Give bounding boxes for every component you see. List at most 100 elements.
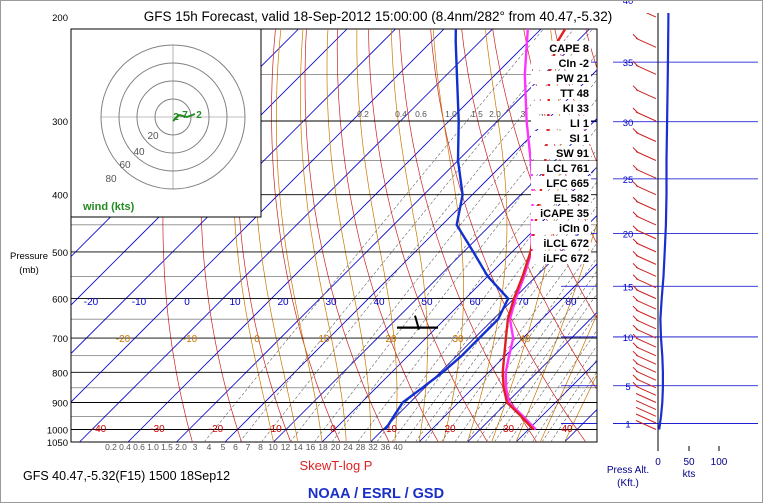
index-bg xyxy=(531,71,591,84)
wind-barb xyxy=(635,346,657,357)
isotherm-line xyxy=(418,263,597,442)
wind-barb-flag xyxy=(632,181,639,188)
virtual-temperature-trace xyxy=(504,29,537,431)
index-row: SI 1 xyxy=(531,131,591,145)
wind-barb xyxy=(635,200,657,211)
mixing-ratio-label: 28 xyxy=(356,442,366,452)
wind-barb-flag xyxy=(632,262,639,269)
hodograph-trace xyxy=(172,113,196,122)
hodograph-ring-label: 80 xyxy=(105,174,117,185)
wind-barb-flag xyxy=(632,85,639,92)
parcel-level-tick xyxy=(414,315,420,330)
index-bg xyxy=(531,236,591,249)
wind-barb xyxy=(635,362,657,373)
wind-barb xyxy=(635,299,657,310)
dry-adiabat-line xyxy=(304,29,390,442)
index-bg xyxy=(531,86,591,99)
wind-barb xyxy=(635,254,657,265)
mixing-ratio-label: 3 xyxy=(193,442,198,452)
isotherm-line xyxy=(176,29,591,442)
mixing-ratio-label: 1.0 xyxy=(445,109,457,119)
wind-barb xyxy=(635,370,657,381)
isotherm-line xyxy=(613,1,762,442)
dewpoint-trace xyxy=(384,29,510,431)
index-ki: KI 33 xyxy=(563,103,589,115)
footer-skewt-label: SkewT-log P xyxy=(300,458,373,473)
press-alt-label: Press Alt. xyxy=(607,465,649,476)
mixing-ratio-label: 8 xyxy=(258,442,263,452)
wind-barb xyxy=(645,13,657,18)
speed-tick-label: 50 xyxy=(683,457,695,468)
pressure-tick-label: 300 xyxy=(52,117,68,128)
mixing-ratio-label: 0.4 xyxy=(395,109,407,119)
index-lcl: LCL 761 xyxy=(546,163,589,175)
wind-barb-flag xyxy=(632,274,639,281)
wind-barb-flag xyxy=(632,342,639,349)
isotherm-line xyxy=(662,1,763,442)
dry-adiabat-line xyxy=(590,1,762,442)
speed-axis-label: kts xyxy=(683,469,696,480)
isotherm-label: -10 xyxy=(267,424,282,435)
mixing-ratio-label: 0.2 xyxy=(357,109,369,119)
index-bg xyxy=(531,161,591,174)
moist-adiabat-line xyxy=(564,373,597,442)
pressure-axis-label: Pressure xyxy=(10,251,48,262)
wind-barb xyxy=(635,385,657,396)
wind-barb xyxy=(635,229,657,240)
wind-barb xyxy=(635,64,657,75)
altitude-tick-label: 1 xyxy=(625,420,630,431)
isotherm-label: -40 xyxy=(92,424,107,435)
wind-barb-flag xyxy=(632,196,639,203)
index-row: SW 91 xyxy=(531,146,591,160)
index-tt: TT 48 xyxy=(560,88,589,100)
isotherm-label: 60 xyxy=(469,297,481,308)
isotherm-label: 30 xyxy=(325,297,337,308)
mixing-ratio-label: 7 xyxy=(246,442,251,452)
wind-barb-flag xyxy=(632,285,639,291)
index-row: KI 33 xyxy=(531,101,591,115)
adiabat-label: 20 xyxy=(385,334,397,345)
wind-barb-flag xyxy=(632,164,639,171)
wind-barb-flag xyxy=(632,366,639,373)
index-icape: iCAPE 35 xyxy=(540,208,589,220)
index-cape: CAPE 8 xyxy=(549,43,589,55)
mixing-ratio-label: 4 xyxy=(207,442,212,452)
isotherm-label: 10 xyxy=(386,424,398,435)
index-bg xyxy=(531,176,591,189)
wind-barb-flag xyxy=(632,305,639,312)
moist-adiabat-line xyxy=(467,29,508,442)
index-bg xyxy=(531,251,591,264)
dry-adiabat-line xyxy=(724,1,762,442)
index-row: iCIn 0 xyxy=(531,221,591,235)
sounding-profiles xyxy=(384,29,567,431)
pressure-tick-label: 600 xyxy=(52,295,68,306)
adiabat-label: -10 xyxy=(183,334,198,345)
isotherm-label: 80 xyxy=(565,297,577,308)
isotherm-label: 30 xyxy=(503,424,515,435)
mixing-ratio-label: 3 xyxy=(521,109,526,119)
mixing-ratio-label: 24 xyxy=(343,442,353,452)
mixing-ratio-label: 0.6 xyxy=(133,442,145,452)
isotherm-label: -30 xyxy=(150,424,165,435)
isotherm-line xyxy=(71,29,445,403)
index-sw: SW 91 xyxy=(556,148,589,160)
wind-barb xyxy=(635,413,657,424)
press-alt-unit: (Kft.) xyxy=(617,478,639,489)
mixing-ratio-label: 2.0 xyxy=(489,109,501,119)
hodograph-point-label: 7 xyxy=(182,110,188,121)
wind-barb xyxy=(635,289,657,300)
mixing-ratio-label: 12 xyxy=(281,442,291,452)
mixing-ratio-label: 5 xyxy=(221,442,226,452)
adiabat-label: 40 xyxy=(519,334,531,345)
chart-title: GFS 15h Forecast, valid 18-Sep-2012 15:0… xyxy=(144,9,612,24)
isotherm-line xyxy=(273,117,597,442)
isotherm-label: 70 xyxy=(517,297,529,308)
wind-barb-flag xyxy=(632,350,639,357)
wind-speed-trace xyxy=(658,13,670,430)
pressure-tick-label: 200 xyxy=(52,13,68,24)
index-row: iCAPE 35 xyxy=(531,206,591,220)
isotherm-label: -20 xyxy=(84,297,99,308)
index-icin: iCIn 0 xyxy=(559,223,589,235)
